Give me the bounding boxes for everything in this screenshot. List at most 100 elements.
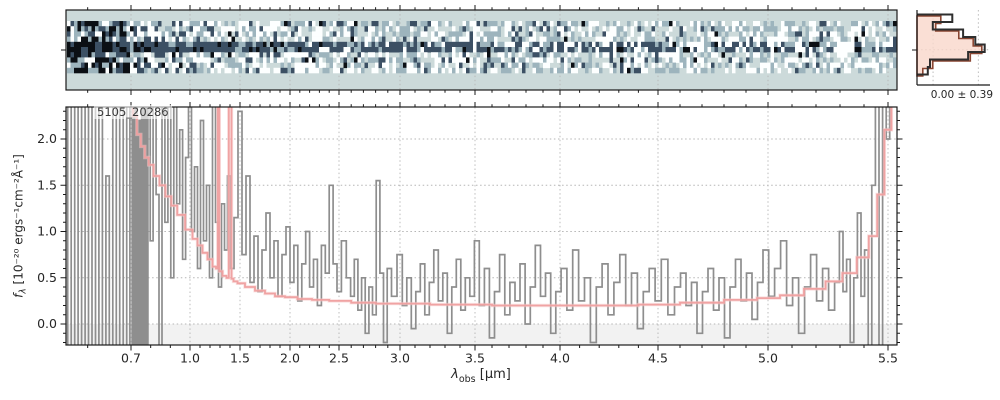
noise-pixel xyxy=(466,36,470,43)
noise-pixel xyxy=(476,21,480,27)
noise-pixel xyxy=(777,31,781,37)
noise-pixel xyxy=(270,47,274,53)
noise-pixel xyxy=(242,57,246,63)
noise-pixel xyxy=(305,41,309,48)
noise-pixel xyxy=(109,57,113,63)
noise-pixel xyxy=(494,67,498,74)
noise-pixel xyxy=(361,21,365,27)
noise-pixel xyxy=(676,21,680,27)
noise-pixel xyxy=(385,57,389,63)
noise-pixel xyxy=(858,41,862,48)
noise-pixel xyxy=(805,31,809,37)
noise-pixel xyxy=(273,36,277,43)
noise-pixel xyxy=(490,21,494,27)
noise-pixel xyxy=(130,47,134,53)
noise-pixel xyxy=(130,67,134,74)
noise-pixel xyxy=(133,21,137,27)
noise-pixel xyxy=(217,41,221,48)
noise-pixel xyxy=(410,41,414,48)
noise-pixel xyxy=(67,57,71,63)
noise-pixel xyxy=(658,52,662,58)
noise-pixel xyxy=(518,52,522,58)
noise-pixel xyxy=(249,47,253,53)
noise-pixel xyxy=(95,41,99,48)
noise-pixel xyxy=(189,52,193,58)
noise-pixel xyxy=(112,41,116,48)
noise-pixel xyxy=(329,31,333,37)
noise-pixel xyxy=(385,41,389,48)
noise-pixel xyxy=(844,52,848,58)
noise-pixel xyxy=(308,47,312,53)
noise-pixel xyxy=(70,21,74,27)
noise-pixel xyxy=(280,57,284,63)
noise-pixel xyxy=(340,67,344,74)
noise-pixel xyxy=(886,21,890,27)
noise-pixel xyxy=(816,57,820,63)
noise-pixel xyxy=(298,21,302,27)
noise-pixel xyxy=(693,62,697,69)
noise-pixel xyxy=(623,57,627,63)
noise-pixel xyxy=(508,67,512,74)
noise-pixel xyxy=(851,47,855,53)
noise-pixel xyxy=(116,47,120,53)
noise-pixel xyxy=(844,36,848,43)
noise-pixel xyxy=(158,21,162,27)
noise-pixel xyxy=(686,67,690,74)
noise-pixel xyxy=(637,52,641,58)
noise-pixel xyxy=(196,31,200,37)
noise-pixel xyxy=(259,31,263,37)
noise-pixel xyxy=(67,31,71,37)
noise-pixel xyxy=(812,47,816,53)
noise-pixel xyxy=(329,62,333,69)
noise-pixel xyxy=(123,36,127,43)
noise-pixel xyxy=(305,52,309,58)
noise-pixel xyxy=(532,57,536,63)
noise-pixel xyxy=(511,62,515,69)
noise-pixel xyxy=(872,31,876,37)
noise-pixel xyxy=(802,36,806,43)
noise-pixel xyxy=(144,52,148,58)
noise-pixel xyxy=(308,57,312,63)
noise-pixel xyxy=(343,41,347,48)
noise-pixel xyxy=(256,67,260,74)
noise-pixel xyxy=(410,36,414,43)
noise-pixel xyxy=(557,57,561,63)
noise-pixel xyxy=(490,67,494,74)
noise-pixel xyxy=(564,41,568,48)
noise-pixel xyxy=(406,67,410,74)
noise-pixel xyxy=(504,47,508,53)
noise-pixel xyxy=(529,31,533,37)
noise-pixel xyxy=(774,41,778,48)
noise-pixel xyxy=(126,36,130,43)
noise-pixel xyxy=(609,26,613,32)
noise-pixel xyxy=(536,47,540,53)
noise-pixel xyxy=(410,62,414,69)
noise-pixel xyxy=(371,57,375,63)
noise-pixel xyxy=(634,41,638,48)
noise-pixel xyxy=(837,21,841,27)
noise-pixel xyxy=(441,41,445,48)
noise-pixel xyxy=(186,21,190,27)
noise-pixel xyxy=(574,41,578,48)
noise-pixel xyxy=(455,47,459,53)
noise-pixel xyxy=(102,62,106,69)
noise-pixel xyxy=(861,47,865,53)
noise-pixel xyxy=(742,47,746,53)
noise-pixel xyxy=(809,52,813,58)
noise-pixel xyxy=(641,67,645,74)
noise-pixel xyxy=(382,26,386,32)
noise-pixel xyxy=(287,21,291,27)
noise-pixel xyxy=(364,62,368,69)
noise-pixel xyxy=(263,26,267,32)
noise-pixel xyxy=(648,36,652,43)
noise-pixel xyxy=(161,47,165,53)
noise-pixel xyxy=(560,47,564,53)
noise-pixel xyxy=(508,21,512,27)
noise-pixel xyxy=(434,21,438,27)
noise-pixel xyxy=(795,67,799,74)
noise-pixel xyxy=(417,26,421,32)
noise-pixel xyxy=(221,41,225,48)
noise-pixel xyxy=(385,47,389,53)
noise-pixel xyxy=(508,31,512,37)
noise-pixel xyxy=(574,57,578,63)
